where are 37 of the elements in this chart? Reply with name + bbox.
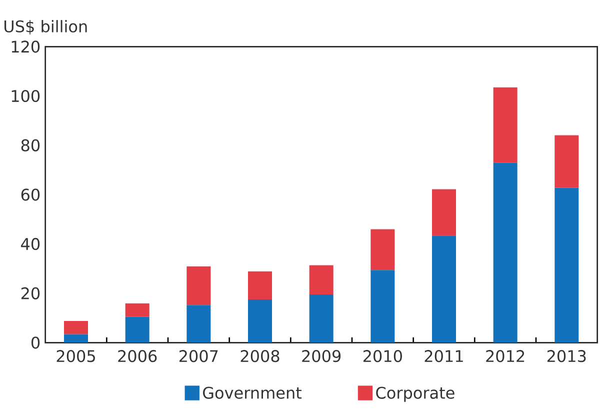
- bar: [248, 271, 272, 300]
- x-tick-label: 2005: [56, 350, 95, 362]
- x-tick-label: 2013: [547, 350, 586, 362]
- bar: [493, 87, 518, 163]
- legend-label: Corporate: [376, 386, 454, 402]
- bar: [370, 270, 395, 343]
- x-tick-label: 2008: [240, 350, 280, 362]
- bar: [186, 305, 211, 343]
- bar: [125, 303, 150, 317]
- bar: [309, 265, 334, 295]
- y-tick-label: 100: [12, 90, 40, 102]
- bar: [64, 334, 88, 343]
- bar: [554, 135, 579, 188]
- legend-label: Government: [203, 386, 302, 399]
- x-tick-label: 2010: [363, 350, 402, 362]
- bar: [309, 294, 334, 343]
- y-tick-label: 80: [21, 139, 40, 152]
- bar: [186, 266, 211, 306]
- y-tick-label: 40: [21, 238, 40, 250]
- y-tick-label: 0: [31, 336, 40, 349]
- y-tick-label: 120: [12, 40, 40, 53]
- bar: [493, 162, 518, 343]
- x-tick-label: 2009: [302, 350, 341, 362]
- x-tick-label: 2006: [118, 350, 157, 362]
- y-tick-label: 20: [21, 287, 40, 300]
- bar: [125, 316, 150, 343]
- x-tick-label: 2007: [179, 350, 218, 362]
- y-tick-label: 60: [21, 188, 40, 201]
- bar: [432, 189, 456, 236]
- bar: [432, 236, 456, 343]
- bar: [64, 320, 88, 334]
- bar: [370, 229, 395, 270]
- y-axis-title: US$ billion: [4, 20, 87, 35]
- bar: [554, 188, 579, 343]
- x-tick-label: 2012: [486, 350, 524, 362]
- x-tick-label: 2011: [424, 350, 463, 362]
- bar: [248, 299, 272, 343]
